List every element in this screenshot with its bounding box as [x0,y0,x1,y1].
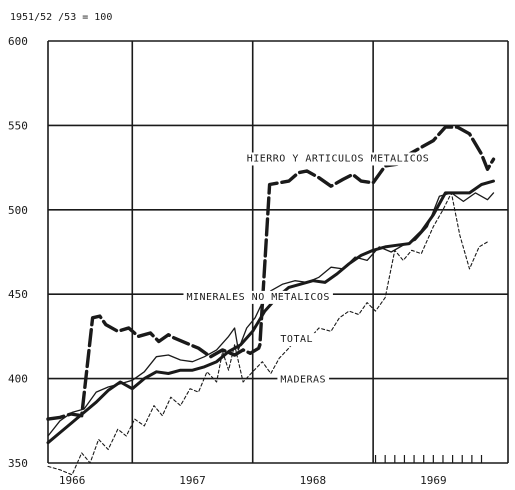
series-label-backing [277,373,330,387]
y-tick-label: 550 [8,119,28,132]
x-tick-label: 1967 [179,474,206,487]
series-line-hierro-y-articulos-metalicos [46,125,496,421]
y-tick-label: 350 [8,457,28,470]
series-label-backing [277,333,317,347]
series-labels: HIERRO Y ARTICULOS METALICOS MINERALES NO… [183,152,433,387]
axes: 350 400 450 500 550 600 1966 1967 1968 1969 [8,35,483,487]
y-tick-label: 450 [8,288,28,301]
series-line-minerales-no-metalicos [47,192,495,437]
series-label: MINERALES NO METALICOS [186,292,329,303]
y-tick-label: 400 [8,373,28,386]
series-line-maderas [47,192,489,476]
unit-label: 1951/52 /53 = 100 [10,12,112,23]
series-label: HIERRO Y ARTICULOS METALICOS [247,153,430,164]
y-tick-label: 500 [8,204,28,217]
series-label-backing [183,290,333,304]
x-tick-label: 1968 [300,474,327,487]
series-label: TOTAL [280,334,313,345]
grid [47,40,509,464]
x-tick-label: 1966 [59,474,86,487]
series-label: MADERAS [280,375,326,386]
series-line-total [46,179,495,445]
y-tick-label: 600 [8,35,28,48]
series-label-backing [243,152,433,166]
x-tick-label: 1969 [420,474,447,487]
